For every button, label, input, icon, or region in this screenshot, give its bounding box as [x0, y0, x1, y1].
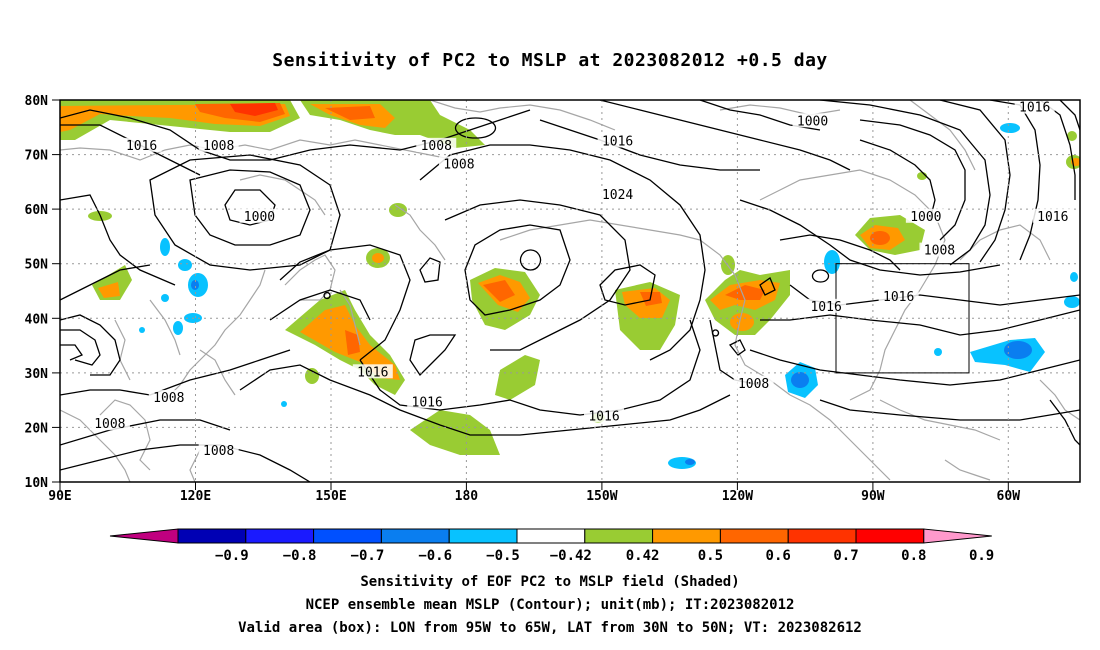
contour-label: 1008 — [443, 157, 474, 172]
contour-label-bg — [148, 389, 189, 404]
contour-label-bg — [89, 416, 130, 431]
contour-label: 1008 — [153, 391, 184, 406]
colorbar-label: −0.7 — [351, 548, 385, 564]
contour-label-bg — [905, 208, 946, 223]
contour-label-bg — [1014, 99, 1055, 114]
lon-tick-label: 120W — [722, 489, 753, 504]
contour-label: 1008 — [94, 417, 125, 432]
contour-label: 1008 — [924, 244, 955, 259]
contour-label-bg — [919, 242, 960, 257]
colorbar-swatch — [719, 528, 789, 544]
caption-valid-area: Valid area (box): LON from 95W to 65W, L… — [238, 620, 862, 636]
contour-label-bg — [121, 137, 162, 152]
contour-label: 1016 — [357, 365, 388, 380]
contour-label-bg — [584, 408, 624, 423]
colorbar-labels: −0.9 −0.8 −0.7 −0.6 −0.5 −0.42 0.42 0.5 0.6 0.7 0.… — [215, 548, 994, 564]
lon-tick-label: 120E — [180, 489, 211, 504]
contour-labels: 1016 1008 1008 1008 1000 1016 1024 1000 1016 1000… — [89, 99, 1073, 459]
contour-label: 1016 — [602, 134, 633, 149]
contour-label: 1016 — [883, 290, 914, 305]
colorbar-label: −0.9 — [215, 548, 249, 564]
colorbar-swatch — [448, 528, 518, 544]
contour-label: 1008 — [203, 139, 234, 154]
colorbar-label: 0.7 — [833, 548, 858, 564]
colorbar-swatch — [245, 528, 315, 544]
contour-label-bg — [438, 156, 479, 171]
colorbar-label: −0.5 — [486, 548, 520, 564]
chart-title: Sensitivity of PC2 to MSLP at 2023082012… — [272, 50, 828, 71]
lat-tick-label: 20N — [25, 421, 49, 436]
contour-label-bg — [352, 364, 393, 379]
plot-frame — [59, 99, 1081, 483]
contour-label: 1000 — [910, 210, 941, 225]
contour-label-bg — [733, 375, 774, 390]
contour-label: 1024 — [602, 188, 633, 203]
contour-label: 1008 — [738, 377, 769, 392]
lat-tick-label: 30N — [25, 367, 49, 382]
caption-shaded-field: Sensitivity of EOF PC2 to MSLP field (Sh… — [360, 574, 740, 590]
lat-tick-label: 60N — [25, 203, 49, 218]
contour-label: 1000 — [244, 210, 275, 225]
lon-tick-label: 90W — [861, 489, 885, 504]
contour-label-bg — [806, 298, 847, 313]
colorbar-label: −0.6 — [418, 548, 452, 564]
lat-tick-label: 80N — [25, 94, 49, 109]
contour-label-bg — [416, 137, 457, 152]
colorbar-end-left — [109, 528, 179, 544]
lon-labels: 90E 120E 150E 180 150W 120W 90W 60W — [48, 489, 1020, 504]
lon-tick-label: 90E — [48, 489, 71, 504]
lon-tick-label: 150E — [315, 489, 346, 504]
contour-label-bg — [878, 289, 919, 304]
contour-label: 1016 — [1019, 101, 1050, 116]
colorbar-label: 0.6 — [766, 548, 791, 564]
colorbar-swatch — [177, 528, 247, 544]
colorbar-swatch — [652, 528, 721, 544]
contour-label: 1016 — [412, 395, 443, 410]
mslp-contours — [60, 100, 1080, 482]
colorbar-label: 0.5 — [698, 548, 723, 564]
contour-label-bg — [198, 137, 239, 152]
colorbar-swatch — [380, 528, 450, 544]
lat-tick-label: 10N — [25, 476, 49, 491]
contour-label: 1016 — [810, 300, 841, 315]
lat-tick-label: 70N — [25, 149, 49, 164]
caption-contour-info: NCEP ensemble mean MSLP (Contour); unit(… — [305, 597, 795, 613]
contour-label-bg — [239, 208, 280, 223]
colorbar-swatch — [855, 528, 925, 544]
axis-ticks — [52, 99, 1009, 490]
contour-label: 1000 — [797, 114, 828, 129]
valid-area-box — [835, 263, 970, 374]
contour-label-bg — [597, 133, 638, 148]
colorbar-label: 0.8 — [901, 548, 926, 564]
contour-label-bg — [198, 442, 239, 457]
contour-label-bg — [792, 113, 833, 128]
lon-tick-label: 60W — [997, 489, 1021, 504]
contour-label-bg — [597, 186, 638, 201]
contour-label-bg — [1032, 208, 1073, 223]
colorbar-end-right — [923, 528, 992, 544]
colorbar-swatch — [787, 528, 857, 544]
contour-label: 1016 — [588, 410, 619, 425]
lat-labels: 80N 70N 60N 50N 40N 30N 20N 10N — [25, 94, 49, 491]
colorbar-label: −0.8 — [283, 548, 317, 564]
colorbar-label: 0.42 — [626, 548, 660, 564]
lon-tick-label: 150W — [586, 489, 617, 504]
contour-label-bg — [407, 394, 448, 409]
contour-label: 1008 — [421, 139, 452, 154]
colorbar-swatch — [313, 528, 382, 544]
lon-tick-label: 180 — [455, 489, 479, 504]
colorbar-swatch — [516, 528, 586, 544]
lat-tick-label: 50N — [25, 258, 49, 273]
contour-label: 1016 — [1037, 210, 1068, 225]
colorbar-label: 0.9 — [969, 548, 994, 564]
colorbar — [109, 528, 992, 544]
colorbar-label: −0.42 — [550, 548, 592, 564]
contour-label: 1016 — [126, 139, 157, 154]
lat-tick-label: 40N — [25, 312, 49, 327]
contour-label: 1008 — [203, 444, 234, 459]
colorbar-swatch — [584, 528, 654, 544]
